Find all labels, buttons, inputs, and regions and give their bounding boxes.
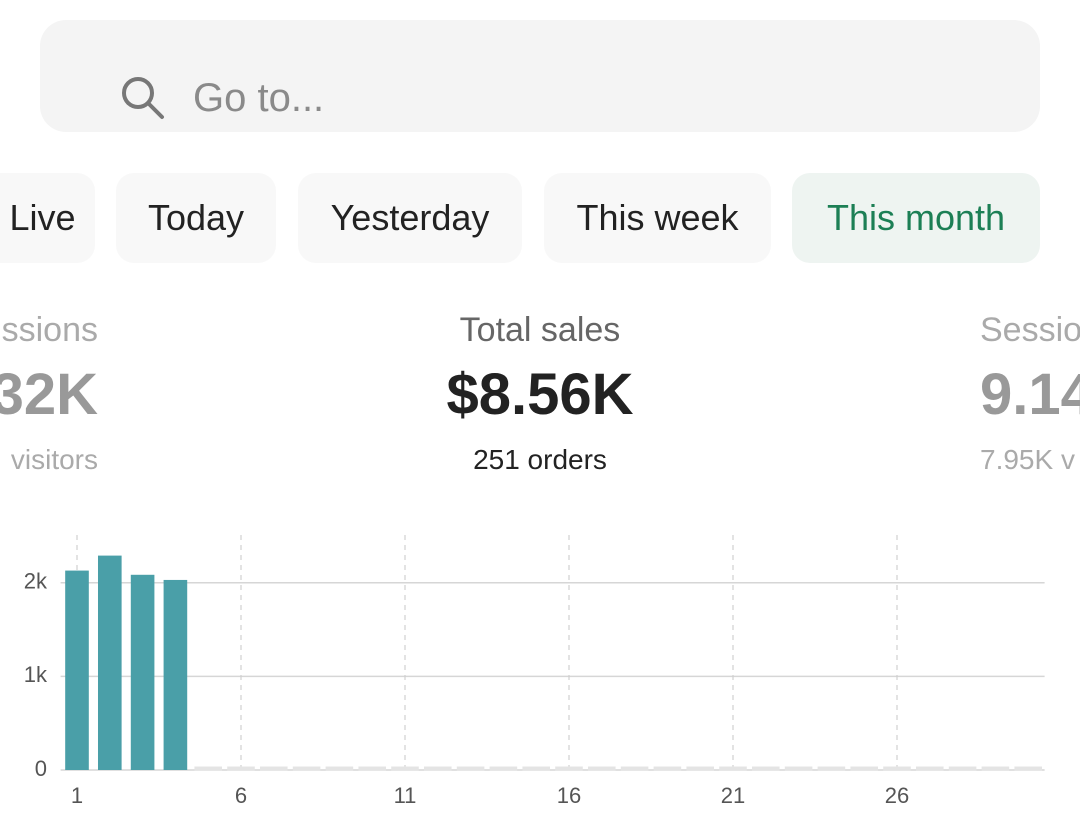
x-tick-label: 21 [721, 783, 745, 808]
tab-label: Yesterday [330, 197, 490, 238]
x-tick-label: 16 [557, 783, 581, 808]
tab[interactable]: This month [792, 173, 1040, 263]
tab-label: Today [147, 197, 245, 238]
metric-sub: 7.95K v [980, 444, 1075, 475]
x-tick-label: 1 [71, 783, 83, 808]
tab-label: Live [9, 197, 76, 238]
metric-sub: visitors [10, 444, 98, 475]
metric-label: ssions [1, 311, 98, 349]
metric-value: 32K [0, 362, 98, 427]
x-tick-label: 26 [885, 783, 909, 808]
metric-value: $8.56K [446, 362, 634, 427]
y-tick-label: 2k [24, 569, 48, 594]
metric-value: 9.14 [980, 362, 1080, 427]
tab[interactable]: Today [116, 173, 276, 263]
bar [163, 579, 188, 770]
bar [97, 555, 122, 770]
search-placeholder: Go to... [193, 76, 325, 120]
y-tick-label: 1k [24, 662, 48, 687]
metric-card[interactable]: Total sales $8.56K 251 orders [340, 308, 740, 482]
tab[interactable]: This week [544, 173, 771, 263]
bar [130, 574, 155, 770]
search-icon [122, 77, 164, 119]
metric-card[interactable]: ssions 32K visitors [0, 308, 98, 482]
metric-sub: 251 orders [473, 444, 607, 475]
x-tick-label: 6 [235, 783, 247, 808]
metric-label: Sessio [980, 311, 1080, 349]
x-tick-label: 11 [394, 783, 417, 808]
search-bar[interactable]: Go to... [40, 20, 1040, 132]
metric-label: Total sales [459, 311, 621, 349]
tab-label: This month [826, 197, 1006, 238]
tab[interactable]: Yesterday [298, 173, 522, 263]
y-tick-label: 0 [35, 756, 47, 781]
metric-card[interactable]: Sessio 9.14 7.95K v [980, 308, 1080, 482]
bar [65, 570, 89, 770]
tab-label: This week [576, 197, 739, 238]
tab[interactable]: Live [0, 173, 95, 263]
